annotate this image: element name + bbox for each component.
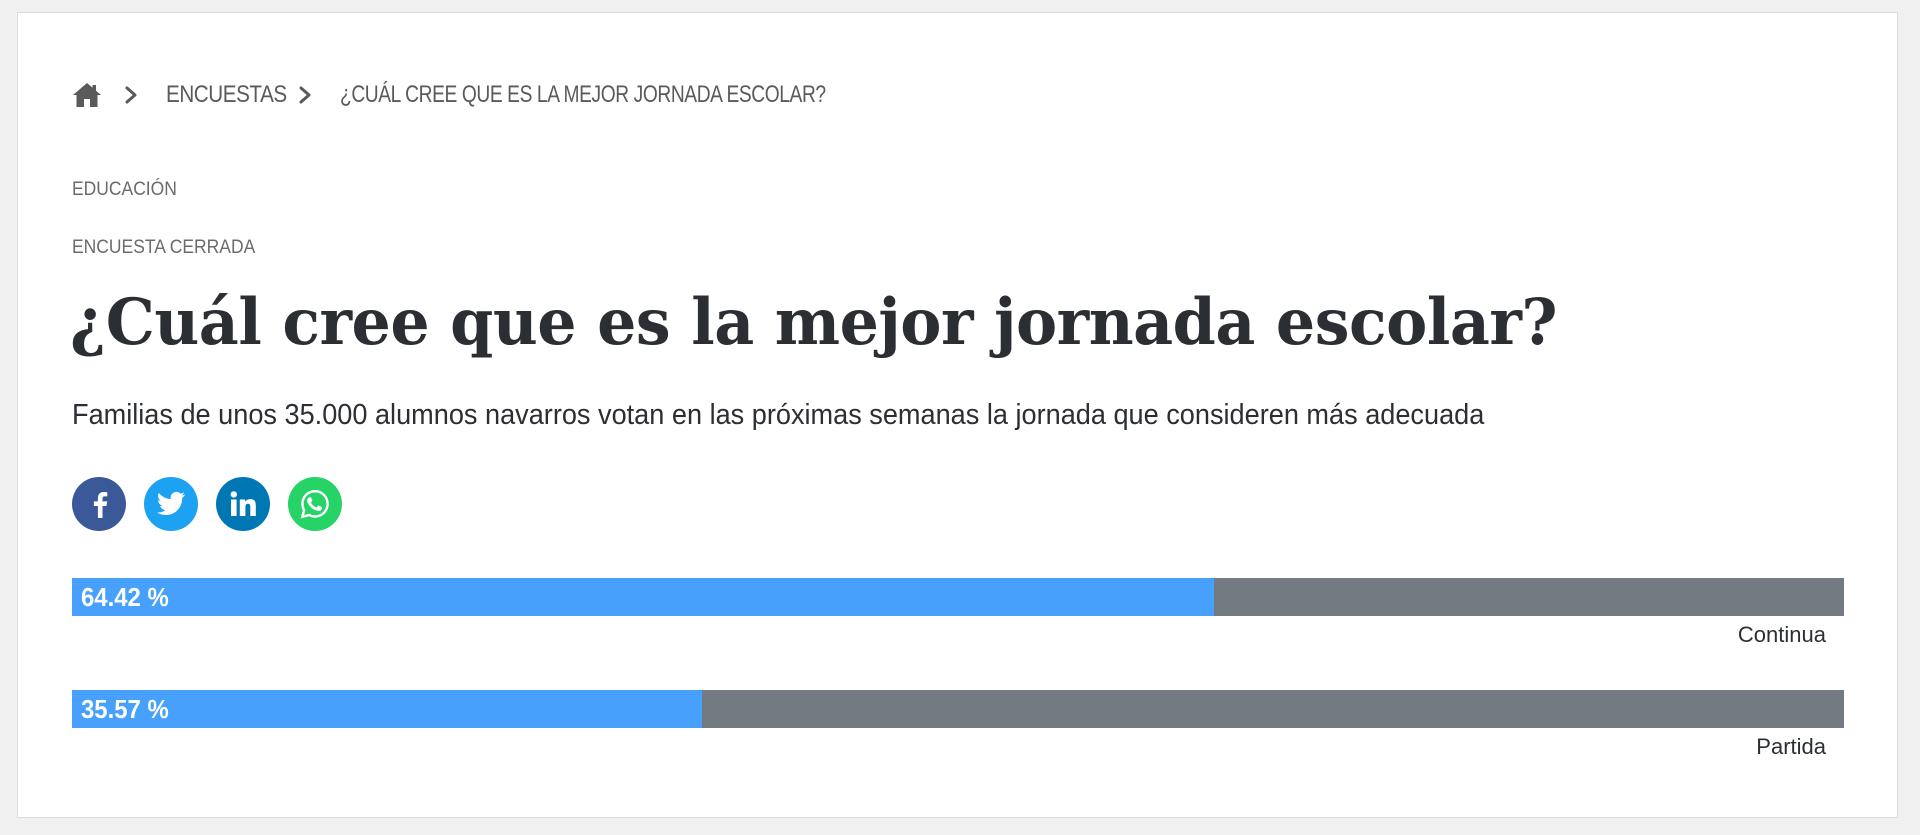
result-bar-fill <box>72 578 1214 616</box>
twitter-share-button[interactable] <box>144 477 198 531</box>
chevron-right-icon <box>298 86 312 104</box>
breadcrumb-current: ¿CUÁL CREE QUE ES LA MEJOR JORNADA ESCOL… <box>340 81 827 108</box>
poll-results: 64.42 % Continua 35.57 % Partida <box>72 578 1844 802</box>
page-subtitle: Familias de unos 35.000 alumnos navarros… <box>72 399 1485 431</box>
result-percent: 35.57 % <box>81 694 169 724</box>
poll-category[interactable]: EDUCACIÓN <box>72 179 177 200</box>
breadcrumb: ENCUESTAS ¿CUÁL CREE QUE ES LA MEJOR JOR… <box>72 75 948 115</box>
home-icon[interactable] <box>72 82 102 108</box>
poll-page: ENCUESTAS ¿CUÁL CREE QUE ES LA MEJOR JOR… <box>17 12 1898 818</box>
result-bar-fill <box>72 690 703 728</box>
facebook-icon <box>93 492 108 518</box>
result-option-label: Partida <box>1756 734 1826 759</box>
result-option: 64.42 % Continua <box>72 578 1844 690</box>
chevron-right-icon <box>124 86 138 104</box>
linkedin-icon <box>230 491 256 516</box>
result-bar: 35.57 % <box>72 690 1844 728</box>
whatsapp-icon <box>300 489 329 519</box>
facebook-share-button[interactable] <box>72 477 126 531</box>
result-option-label: Continua <box>1737 622 1826 647</box>
result-bar: 64.42 % <box>72 578 1844 616</box>
whatsapp-share-button[interactable] <box>288 477 342 531</box>
breadcrumb-encuestas[interactable]: ENCUESTAS <box>166 81 287 108</box>
result-option: 35.57 % Partida <box>72 690 1844 802</box>
poll-status: ENCUESTA CERRADA <box>72 237 256 258</box>
linkedin-share-button[interactable] <box>216 477 270 531</box>
result-percent: 64.42 % <box>81 582 169 612</box>
twitter-icon <box>156 491 185 515</box>
page-title: ¿Cuál cree que es la mejor jornada escol… <box>70 285 1558 360</box>
share-buttons <box>72 477 342 531</box>
